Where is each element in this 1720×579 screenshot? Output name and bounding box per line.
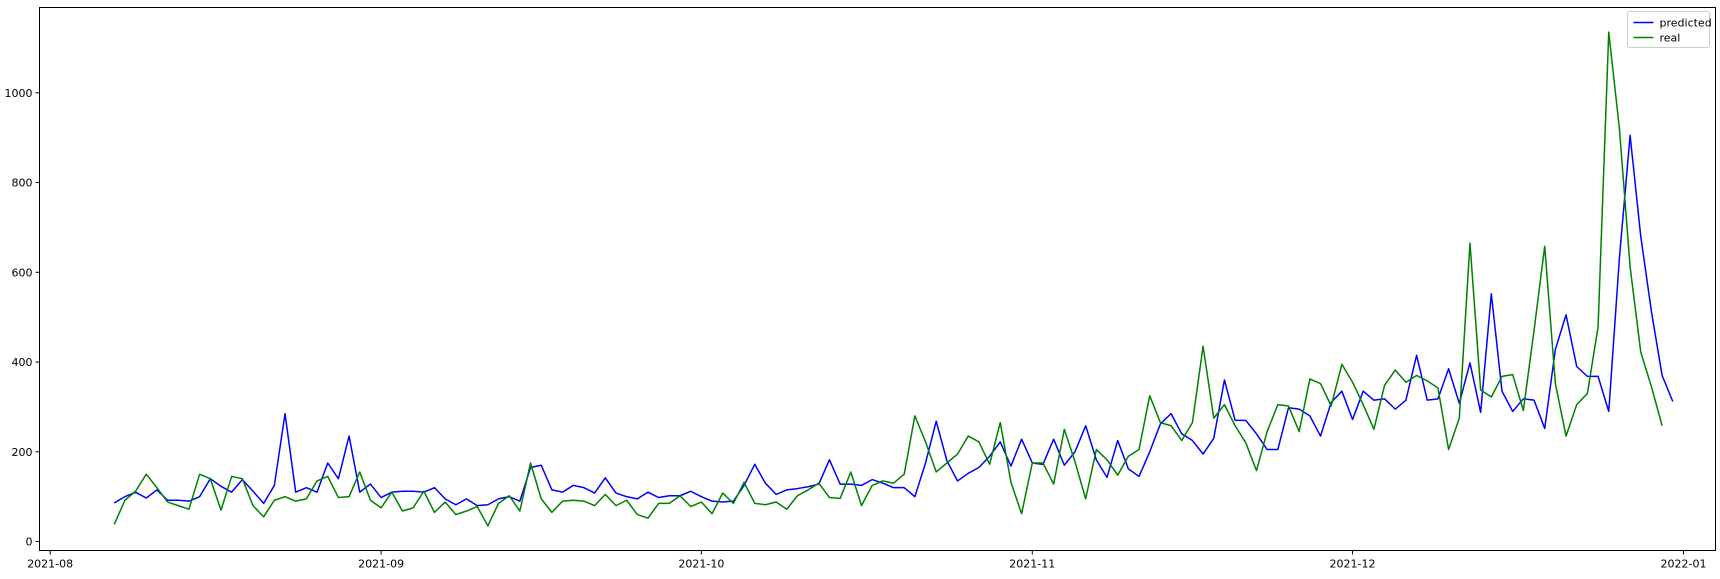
y-tick-label: 1000 [5,87,33,100]
legend: predicted real [1627,11,1712,48]
x-tick-label: 2021-08 [27,558,73,571]
y-tick-label: 200 [12,446,33,459]
y-tick-label: 600 [12,266,33,279]
y-tick-label: 0 [26,536,33,549]
x-tick-label: 2021-10 [678,558,724,571]
x-axis: 2021-08 2021-09 2021-10 2021-11 2021-12 2022-… [27,550,1706,571]
legend-box [1627,11,1710,48]
y-tick-label: 400 [12,356,33,369]
plot-frame [39,7,1716,551]
x-tick-label: 2021-11 [1009,558,1055,571]
series-line-predicted [113,134,1674,507]
legend-label-real: real [1660,32,1681,45]
x-tick-label: 2021-09 [358,558,404,571]
plot-background [39,7,1716,551]
legend-label-predicted: predicted [1660,17,1712,30]
x-tick-label: 2022-01 [1660,558,1706,571]
y-axis: 0 200 400 600 800 1000 [5,87,40,549]
y-tick-label: 800 [12,177,33,190]
series-line-real [113,31,1663,527]
series-layer [113,31,1674,527]
x-tick-label: 2021-12 [1330,558,1376,571]
